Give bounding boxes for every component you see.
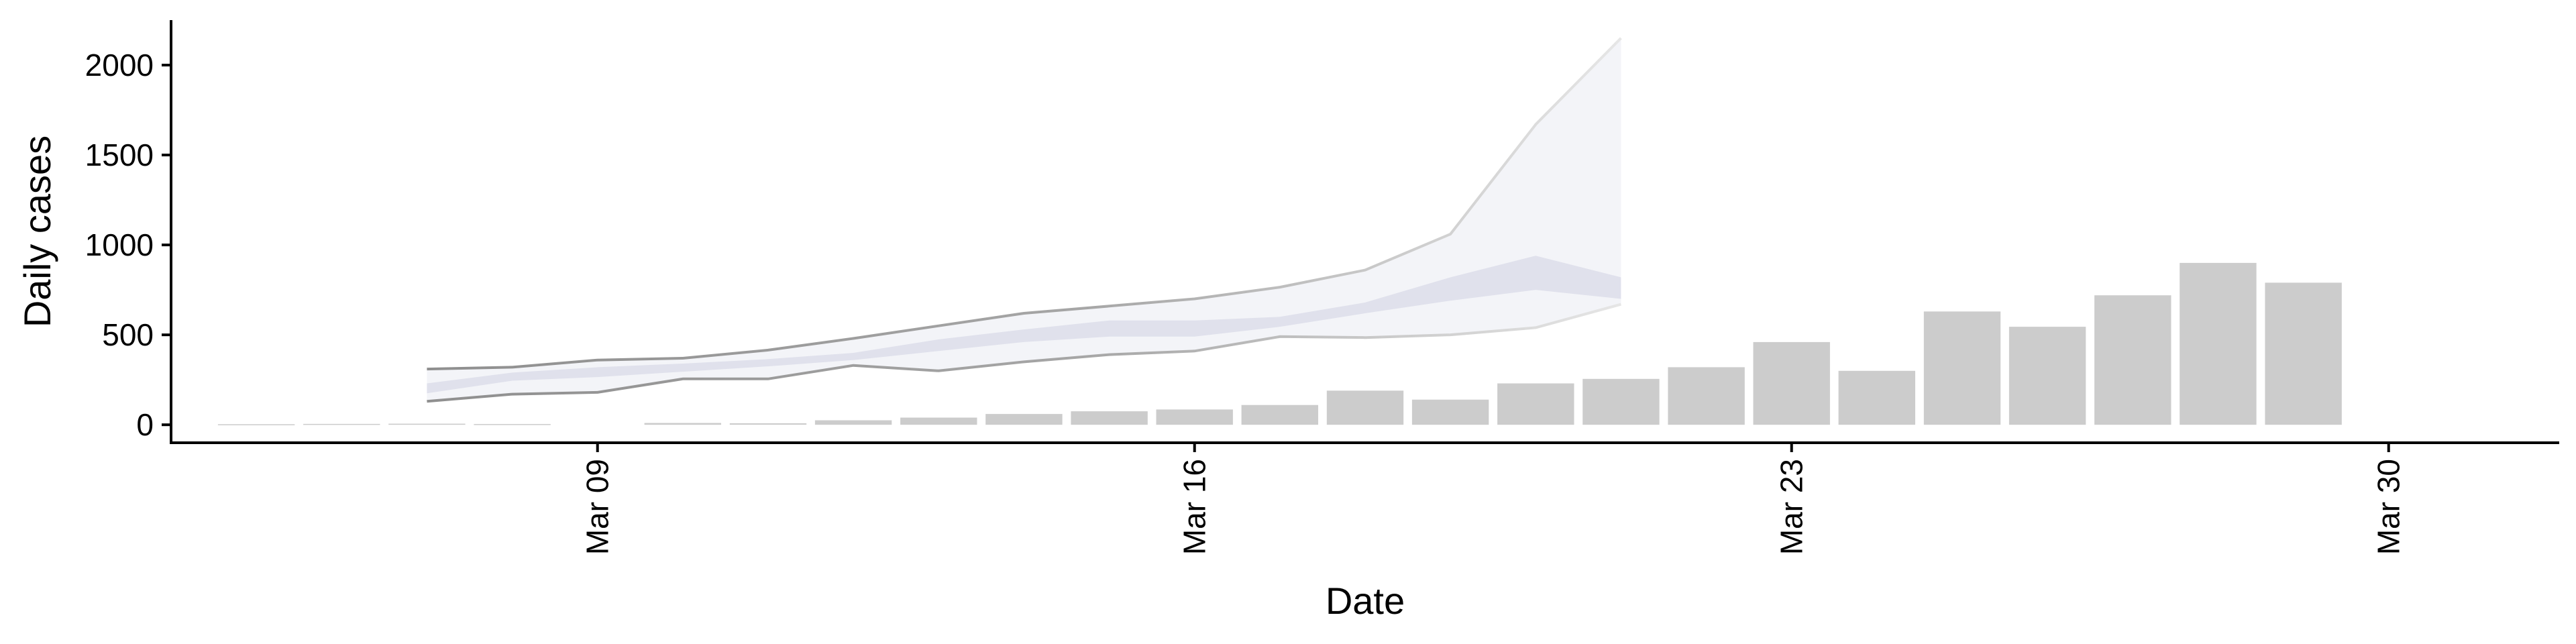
bar <box>217 424 295 425</box>
bar <box>1923 311 2001 425</box>
y-tick-label: 1000 <box>85 227 154 262</box>
bar <box>729 423 807 425</box>
bar <box>985 414 1063 425</box>
bar <box>388 423 466 425</box>
bar <box>1838 370 1915 425</box>
y-axis-title: Daily cases <box>16 136 58 327</box>
bar <box>1497 383 1574 425</box>
bar <box>1582 378 1660 425</box>
y-tick-label: 0 <box>136 407 154 442</box>
inner-band <box>427 256 1621 394</box>
x-axis-title: Date <box>1326 580 1405 622</box>
bar <box>1241 405 1318 425</box>
x-tick-label: Mar 23 <box>1774 459 1809 555</box>
forecast-bands <box>427 37 1622 403</box>
bar <box>2008 327 2086 425</box>
bar <box>2265 282 2342 425</box>
bar <box>1753 341 1830 425</box>
y-tick-label: 1500 <box>85 138 154 172</box>
bar <box>1411 399 1489 425</box>
bars <box>217 262 2342 425</box>
x-tick-label: Mar 09 <box>580 459 615 555</box>
x-tick-label: Mar 30 <box>2371 459 2406 555</box>
axes <box>170 20 2559 444</box>
x-ticks: Mar 09 Mar 16 Mar 23 Mar 30 <box>580 443 2406 555</box>
bar <box>303 423 380 425</box>
bar <box>2180 262 2257 425</box>
outer-lower-line <box>427 303 1621 403</box>
y-ticks: 0 500 1000 1500 2000 <box>85 48 171 442</box>
x-tick-label: Mar 16 <box>1177 459 1212 555</box>
bar <box>474 424 551 425</box>
bar <box>1326 390 1404 425</box>
outer-upper-line <box>427 37 1622 371</box>
bar <box>1668 367 1745 425</box>
bar <box>644 423 721 425</box>
y-tick-label: 500 <box>102 317 154 352</box>
bar <box>2094 295 2171 425</box>
bar <box>900 417 977 425</box>
y-tick-label: 2000 <box>85 48 154 83</box>
bar <box>1156 409 1233 425</box>
outer-band <box>427 38 1621 402</box>
bar <box>1071 411 1148 425</box>
bar <box>814 420 892 425</box>
